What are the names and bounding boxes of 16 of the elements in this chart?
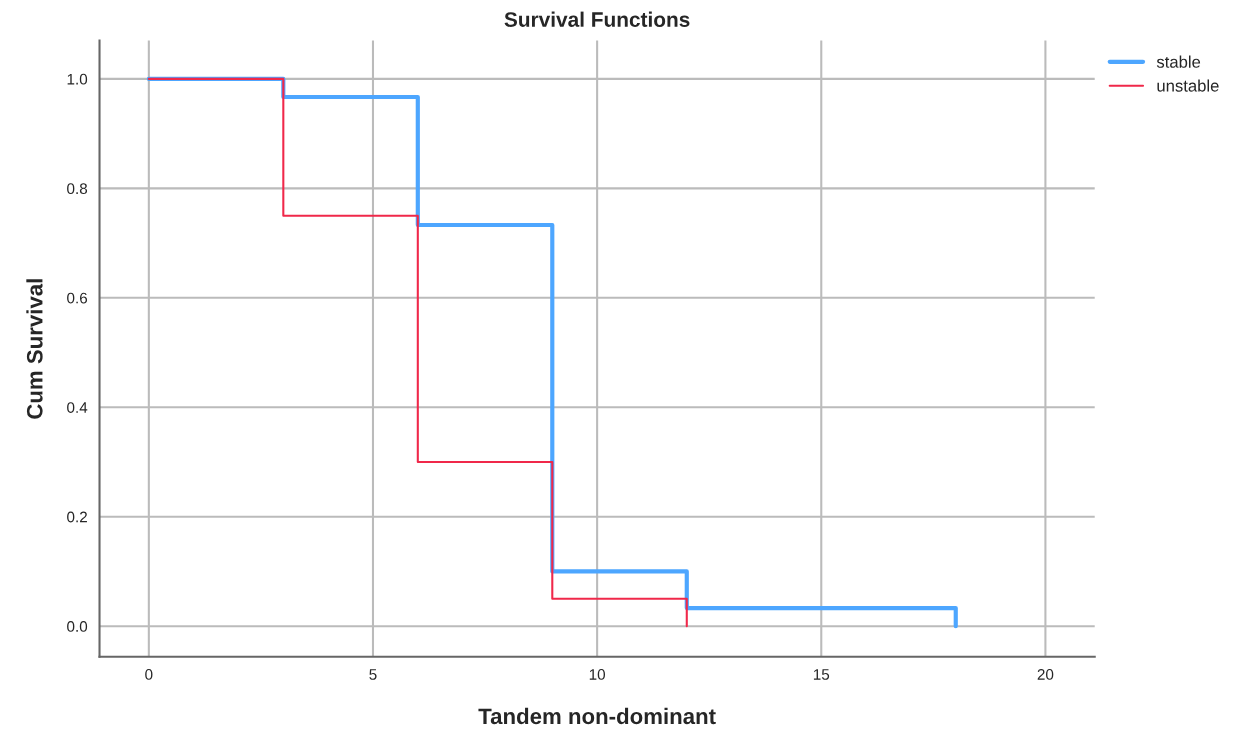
y-tick-label: 0.4: [67, 402, 88, 413]
y-tick-label: 0.8: [67, 183, 88, 195]
legend-label: stable: [1156, 55, 1201, 68]
y-axis-title: Cum Survival: [26, 279, 43, 419]
y-tick-label: 0.6: [67, 292, 88, 304]
chart-title: Survival Functions: [504, 11, 690, 27]
y-tick-label: 1.0: [67, 73, 88, 85]
x-tick-label: 5: [369, 669, 377, 680]
y-tick-label: 0.0: [67, 621, 88, 632]
y-tick-label: 0.2: [67, 511, 87, 523]
x-tick-label: 10: [589, 669, 606, 680]
legend-label: unstable: [1157, 79, 1219, 92]
x-tick-label: 20: [1037, 669, 1054, 680]
x-tick-label: 15: [813, 669, 830, 680]
x-axis-title: Tandem non-dominant: [478, 707, 716, 725]
x-tick-label: 0: [145, 669, 153, 680]
